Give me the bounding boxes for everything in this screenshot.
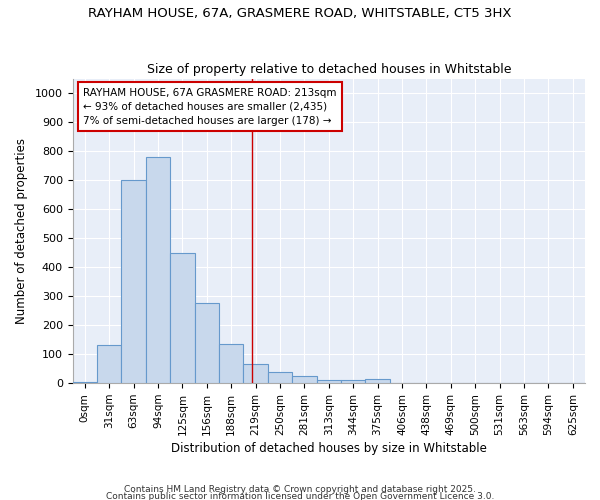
Bar bbox=[194, 304, 219, 383]
Y-axis label: Number of detached properties: Number of detached properties bbox=[15, 138, 28, 324]
Text: Contains public sector information licensed under the Open Government Licence 3.: Contains public sector information licen… bbox=[106, 492, 494, 500]
Bar bbox=[341, 380, 365, 383]
Bar bbox=[268, 372, 292, 383]
Text: RAYHAM HOUSE, 67A, GRASMERE ROAD, WHITSTABLE, CT5 3HX: RAYHAM HOUSE, 67A, GRASMERE ROAD, WHITST… bbox=[88, 8, 512, 20]
Text: RAYHAM HOUSE, 67A GRASMERE ROAD: 213sqm
← 93% of detached houses are smaller (2,: RAYHAM HOUSE, 67A GRASMERE ROAD: 213sqm … bbox=[83, 88, 337, 126]
Bar bbox=[244, 364, 268, 383]
Bar bbox=[97, 346, 121, 383]
Bar bbox=[317, 380, 341, 383]
Title: Size of property relative to detached houses in Whitstable: Size of property relative to detached ho… bbox=[146, 63, 511, 76]
Bar bbox=[219, 344, 244, 383]
Bar bbox=[292, 376, 317, 383]
Text: Contains HM Land Registry data © Crown copyright and database right 2025.: Contains HM Land Registry data © Crown c… bbox=[124, 486, 476, 494]
Bar bbox=[170, 252, 194, 383]
Bar bbox=[73, 382, 97, 383]
X-axis label: Distribution of detached houses by size in Whitstable: Distribution of detached houses by size … bbox=[171, 442, 487, 455]
Bar bbox=[121, 180, 146, 383]
Bar bbox=[146, 157, 170, 383]
Bar bbox=[365, 379, 390, 383]
